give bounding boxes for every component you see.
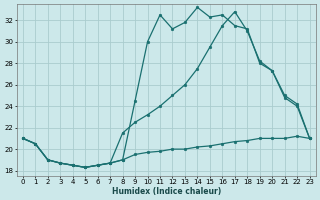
X-axis label: Humidex (Indice chaleur): Humidex (Indice chaleur) [112,187,221,196]
